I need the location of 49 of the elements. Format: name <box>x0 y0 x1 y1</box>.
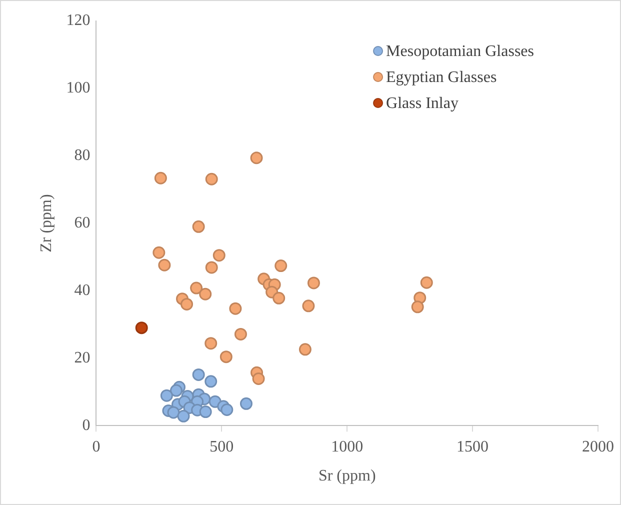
point <box>177 410 190 422</box>
point <box>272 292 286 304</box>
point <box>154 172 167 184</box>
point <box>212 249 226 262</box>
x-tick-label: 1500 <box>456 438 489 456</box>
point <box>190 282 203 294</box>
point <box>158 258 171 272</box>
point <box>250 152 263 164</box>
point <box>199 406 212 418</box>
y-tick-label: 80 <box>74 147 90 164</box>
legend-label: Mesopotamian Glasses <box>386 43 534 60</box>
x-tick-label: 2000 <box>582 438 614 456</box>
point <box>204 375 218 388</box>
point <box>160 389 173 402</box>
point <box>252 372 265 385</box>
point <box>240 397 252 410</box>
x-axis-title: Sr (ppm) <box>318 468 376 485</box>
y-tick-label: 120 <box>66 12 90 30</box>
x-tick-label: 1000 <box>331 438 364 456</box>
point <box>298 343 312 356</box>
point <box>192 368 205 381</box>
legend-label: Glass Inlay <box>386 95 458 112</box>
x-tick-label: 500 <box>210 438 234 456</box>
point <box>274 260 288 272</box>
legend-label: Egyptian Glasses <box>386 69 497 86</box>
point <box>205 172 218 186</box>
point <box>234 328 247 340</box>
point <box>180 298 194 310</box>
y-tick-label: 40 <box>74 282 90 299</box>
point <box>192 220 205 233</box>
y-tick-label: 20 <box>74 349 90 366</box>
point <box>170 384 182 397</box>
y-tick-label: 60 <box>74 214 90 232</box>
point <box>307 276 320 290</box>
y-tick-label: 0 <box>82 416 90 434</box>
point <box>411 300 424 314</box>
point <box>167 406 180 419</box>
point <box>420 276 433 289</box>
point <box>204 337 218 350</box>
point <box>220 350 232 364</box>
point <box>229 302 242 315</box>
point <box>302 300 315 312</box>
point <box>135 322 148 334</box>
point <box>205 261 218 274</box>
point <box>220 404 234 416</box>
y-axis-title: Zr (ppm) <box>38 194 55 252</box>
point <box>199 288 212 300</box>
y-tick-label: 100 <box>66 80 90 97</box>
point <box>152 246 166 259</box>
